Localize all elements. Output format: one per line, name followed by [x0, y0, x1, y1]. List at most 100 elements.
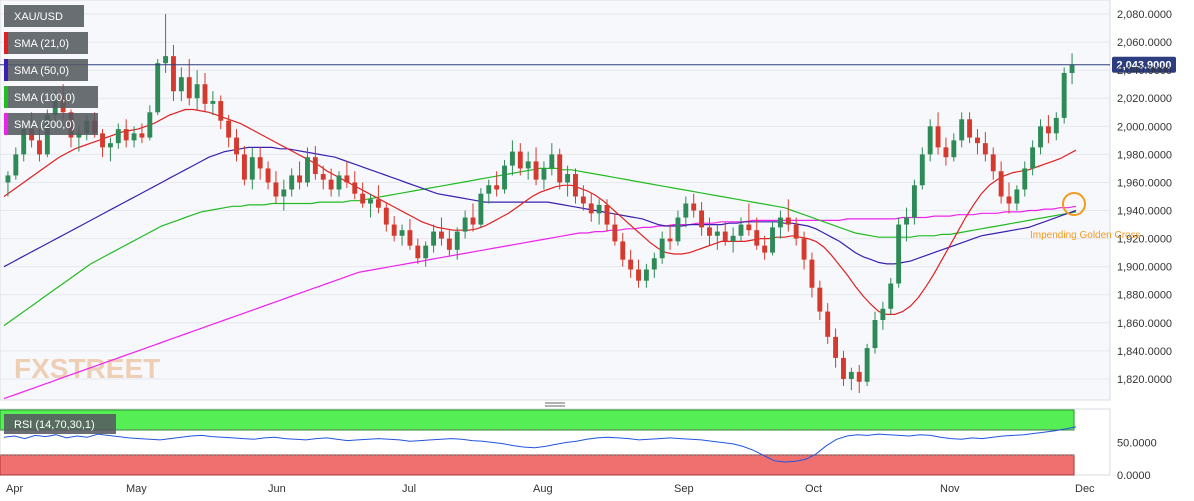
candle: [588, 193, 594, 222]
candle: [801, 231, 807, 270]
x-axis: Apr May Jun Jul Aug Sep Oct Nov Dec: [6, 483, 1095, 495]
candle: [234, 129, 239, 162]
y-tick-label: 1,840.0000: [1117, 346, 1172, 358]
candle: [5, 171, 11, 197]
candle: [360, 182, 366, 208]
svg-text:SMA (100,0): SMA (100,0): [14, 92, 75, 104]
candle: [612, 213, 618, 246]
x-tick-label: Jun: [268, 483, 286, 495]
candle: [1061, 67, 1067, 124]
candle: [557, 148, 563, 190]
candle: [596, 199, 602, 225]
candle: [951, 133, 957, 162]
legend-item: SMA (200,0): [4, 113, 98, 135]
candle: [241, 145, 247, 186]
candle: [864, 343, 870, 386]
y-tick-label: 2,060.0000: [1117, 37, 1172, 49]
candle: [107, 137, 113, 162]
candle: [770, 221, 775, 256]
candle: [683, 196, 689, 228]
y-tick-label: 1,940.0000: [1117, 206, 1172, 218]
candle: [273, 171, 279, 204]
x-tick-label: Apr: [6, 483, 23, 495]
candle: [777, 210, 783, 239]
candle: [202, 72, 208, 113]
candle: [982, 131, 988, 162]
candle: [793, 217, 799, 246]
candle: [344, 161, 350, 189]
candle: [643, 263, 649, 288]
candle: [186, 58, 192, 106]
candle: [509, 140, 515, 176]
candle: [336, 171, 342, 197]
candle: [580, 185, 586, 211]
candle: [675, 210, 681, 246]
candle: [320, 165, 326, 190]
candle: [171, 44, 176, 102]
candle: [423, 241, 429, 267]
candle: [312, 145, 318, 180]
rsi-oversold-zone: [0, 454, 1075, 476]
candle: [194, 70, 200, 110]
candle: [1006, 182, 1012, 214]
candle: [533, 147, 539, 186]
svg-text:SMA (50,0): SMA (50,0): [14, 65, 69, 77]
candle: [439, 217, 444, 246]
candle: [115, 123, 121, 149]
rsi-tick-label: 0.0000: [1117, 470, 1151, 482]
pane-resize-handle[interactable]: [545, 402, 565, 407]
candle: [163, 14, 169, 73]
candle: [754, 217, 760, 250]
x-tick-label: Aug: [533, 483, 553, 495]
candle: [265, 161, 271, 190]
candle: [691, 193, 697, 218]
legend: XAU/USD SMA (21,0) SMA (50,0) SMA (100,0) S…: [4, 5, 98, 135]
candle: [470, 203, 476, 232]
candle: [659, 231, 665, 264]
candle: [628, 249, 634, 278]
y-tick-label: 1,920.0000: [1117, 234, 1172, 246]
candle: [123, 119, 129, 148]
y-tick-label: 2,040.0000: [1117, 65, 1172, 77]
candle: [494, 171, 500, 197]
candle: [856, 364, 862, 393]
candle: [738, 217, 744, 242]
candle: [226, 115, 232, 148]
candle: [1014, 185, 1020, 211]
legend-item: SMA (100,0): [4, 86, 98, 108]
candle: [431, 224, 437, 253]
sma21-line: [3, 108, 1077, 315]
candle: [935, 112, 941, 155]
candle: [155, 58, 161, 116]
candle: [762, 235, 768, 260]
candle: [289, 168, 295, 197]
candle: [746, 203, 752, 236]
svg-text:SMA (21,0): SMA (21,0): [14, 38, 69, 50]
candle: [975, 129, 980, 155]
candle: [565, 165, 571, 197]
candle: [722, 221, 728, 246]
candle: [888, 277, 894, 315]
x-tick-label: May: [126, 483, 147, 495]
candle: [368, 193, 373, 218]
y-tick-label: 2,020.0000: [1117, 93, 1172, 105]
candle: [352, 171, 358, 200]
rsi-tick-label: 50.0000: [1117, 438, 1157, 450]
grid: [0, 13, 1110, 380]
x-tick-label: Dec: [1075, 483, 1095, 495]
candle: [462, 210, 468, 239]
candle: [147, 105, 153, 141]
candle: [967, 112, 973, 144]
candle: [825, 303, 831, 344]
candle: [880, 301, 886, 330]
candle: [730, 227, 736, 253]
candle: [959, 112, 965, 148]
current-price-tag: 2,043.9000: [1112, 56, 1176, 73]
candle: [990, 147, 996, 180]
y-axis: 1,820.0000 1,840.0000 1,860.0000 1,880.0000…: [1117, 9, 1172, 386]
candle: [454, 227, 460, 260]
candle: [604, 199, 610, 232]
candle: [541, 161, 547, 190]
legend-item: SMA (21,0): [4, 32, 88, 54]
